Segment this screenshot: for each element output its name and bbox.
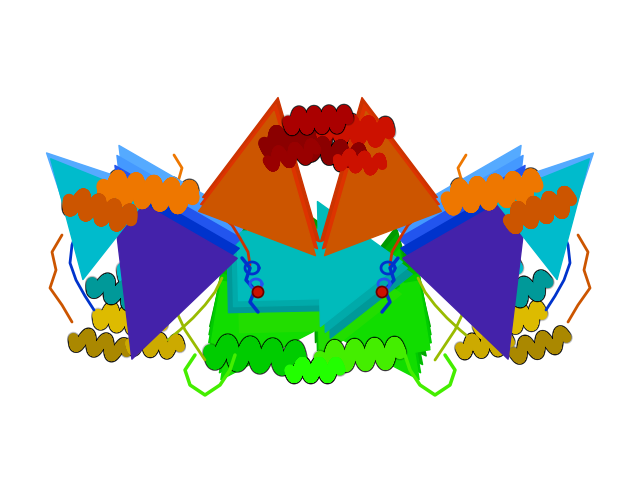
Circle shape <box>253 287 264 298</box>
Circle shape <box>376 287 387 298</box>
